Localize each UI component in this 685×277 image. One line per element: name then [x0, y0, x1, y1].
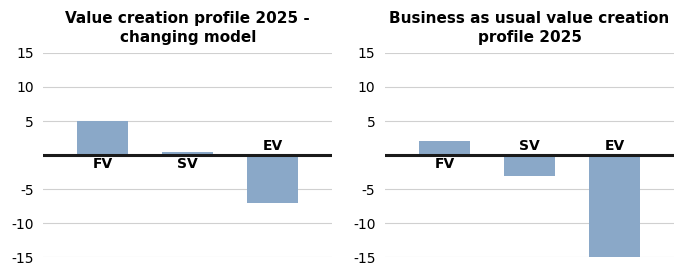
Bar: [419, 142, 470, 155]
Bar: [247, 155, 298, 203]
Text: SV: SV: [519, 139, 540, 153]
Title: Business as usual value creation
profile 2025: Business as usual value creation profile…: [389, 11, 670, 45]
Text: EV: EV: [262, 139, 283, 153]
Text: FV: FV: [434, 158, 455, 171]
Text: SV: SV: [177, 158, 198, 171]
Title: Value creation profile 2025 -
changing model: Value creation profile 2025 - changing m…: [65, 11, 310, 45]
Bar: [504, 155, 555, 176]
Bar: [77, 121, 128, 155]
Text: EV: EV: [604, 139, 625, 153]
Bar: [589, 155, 640, 257]
Bar: [162, 152, 213, 155]
Text: FV: FV: [92, 158, 113, 171]
